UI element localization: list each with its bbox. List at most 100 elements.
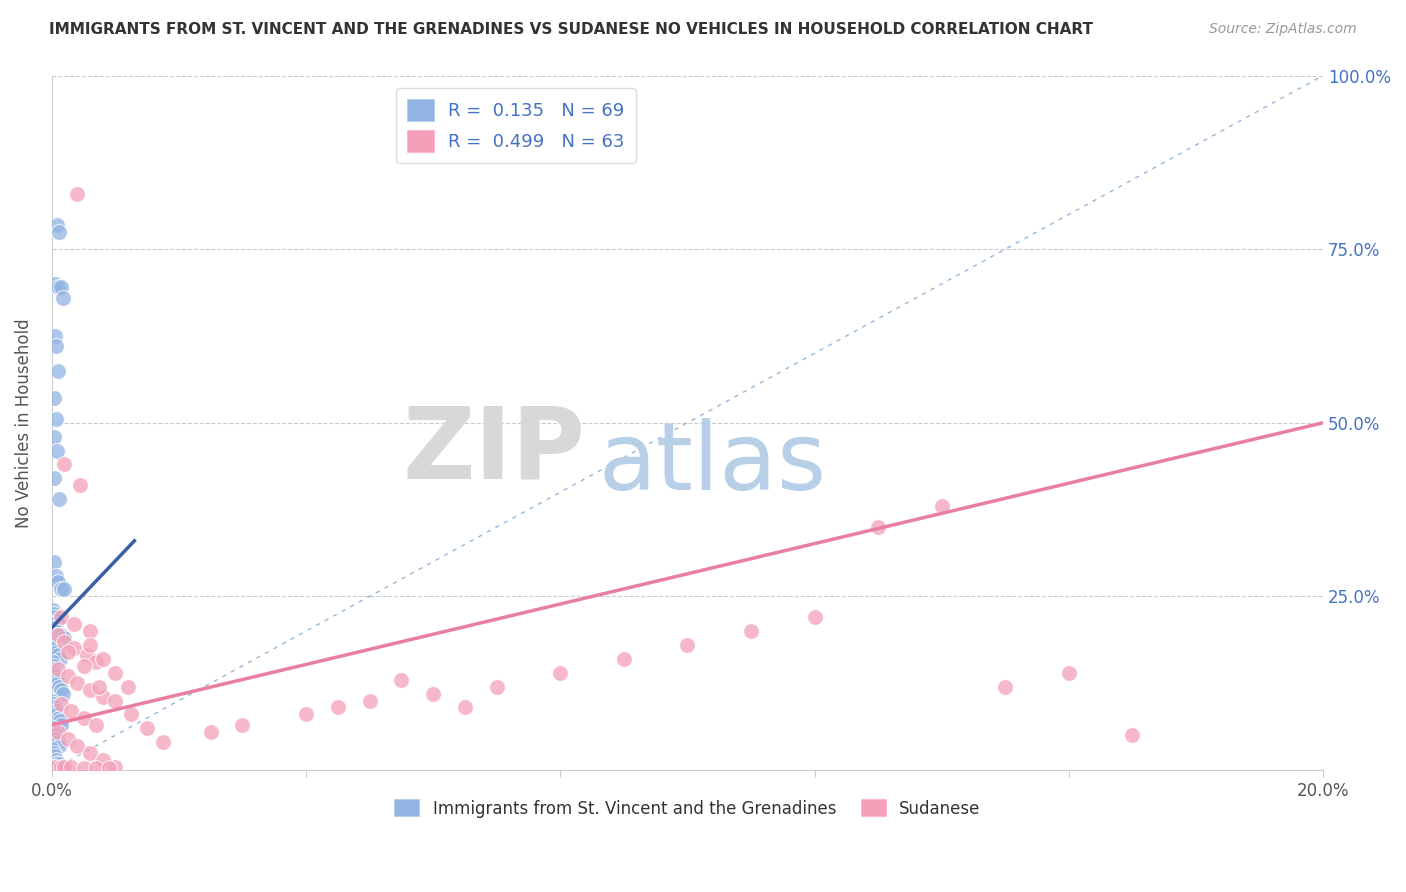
Point: [42, 656, 65, 670]
Point: [49, 652, 72, 666]
Point: [44, 329, 66, 343]
Point: [1057, 665, 1080, 680]
Point: [51, 697, 73, 711]
Point: [613, 652, 636, 666]
Point: [91, 652, 114, 666]
Point: [931, 499, 953, 513]
Point: [454, 700, 477, 714]
Point: [120, 707, 142, 722]
Point: [48, 711, 70, 725]
Point: [52, 291, 75, 305]
Point: [44, 621, 66, 635]
Point: [84, 718, 107, 732]
Point: [44, 610, 66, 624]
Point: [84, 761, 107, 775]
Point: [53, 582, 76, 597]
Point: [46, 575, 69, 590]
Point: [63, 641, 86, 656]
Point: [44, 658, 66, 673]
Point: [48, 492, 70, 507]
Point: [72, 761, 94, 775]
Text: IMMIGRANTS FROM ST. VINCENT AND THE GRENADINES VS SUDANESE NO VEHICLES IN HOUSEH: IMMIGRANTS FROM ST. VINCENT AND THE GREN…: [49, 22, 1094, 37]
Point: [66, 739, 89, 753]
Point: [52, 687, 75, 701]
Point: [45, 753, 67, 767]
Point: [59, 704, 82, 718]
Point: [45, 443, 67, 458]
Point: [45, 624, 67, 639]
Point: [46, 614, 69, 628]
Point: [89, 680, 111, 694]
Point: [45, 218, 67, 232]
Point: [48, 757, 70, 772]
Point: [389, 673, 412, 687]
Point: [44, 669, 66, 683]
Point: [46, 724, 69, 739]
Point: [48, 739, 70, 753]
Point: [42, 471, 65, 485]
Point: [41, 742, 63, 756]
Point: [46, 676, 69, 690]
Point: [41, 693, 63, 707]
Point: [53, 631, 76, 645]
Point: [42, 722, 65, 736]
Point: [117, 680, 139, 694]
Point: [79, 683, 101, 698]
Point: [868, 520, 890, 534]
Y-axis label: No Vehicles in Household: No Vehicles in Household: [15, 318, 32, 527]
Point: [46, 707, 69, 722]
Text: Source: ZipAtlas.com: Source: ZipAtlas.com: [1209, 22, 1357, 37]
Point: [48, 225, 70, 239]
Point: [45, 728, 67, 742]
Point: [42, 617, 65, 632]
Point: [45, 704, 67, 718]
Point: [76, 648, 98, 663]
Point: [42, 392, 65, 406]
Text: atlas: atlas: [599, 418, 827, 510]
Point: [59, 759, 82, 773]
Point: [994, 680, 1017, 694]
Point: [53, 634, 76, 648]
Point: [676, 638, 699, 652]
Point: [91, 753, 114, 767]
Point: [44, 749, 66, 764]
Point: [84, 656, 107, 670]
Point: [63, 617, 86, 632]
Point: [53, 458, 76, 472]
Point: [51, 759, 73, 773]
Point: [51, 610, 73, 624]
Point: [45, 568, 67, 582]
Point: [44, 724, 66, 739]
Point: [42, 697, 65, 711]
Point: [46, 756, 69, 770]
Point: [136, 722, 159, 736]
Point: [200, 724, 222, 739]
Point: [550, 665, 572, 680]
Point: [48, 680, 70, 694]
Point: [42, 603, 65, 617]
Point: [44, 759, 66, 773]
Point: [42, 746, 65, 760]
Point: [46, 627, 69, 641]
Point: [91, 690, 114, 704]
Point: [97, 761, 120, 775]
Point: [42, 759, 65, 773]
Point: [45, 339, 67, 353]
Point: [485, 680, 508, 694]
Point: [45, 645, 67, 659]
Point: [45, 673, 67, 687]
Point: [42, 638, 65, 652]
Point: [69, 478, 91, 492]
Point: [803, 610, 825, 624]
Point: [42, 665, 65, 680]
Point: [41, 761, 63, 775]
Point: [79, 624, 101, 639]
Point: [66, 676, 89, 690]
Point: [53, 759, 76, 773]
Point: [79, 638, 101, 652]
Point: [51, 627, 73, 641]
Point: [46, 662, 69, 676]
Point: [41, 634, 63, 648]
Point: [56, 669, 79, 683]
Point: [51, 683, 73, 698]
